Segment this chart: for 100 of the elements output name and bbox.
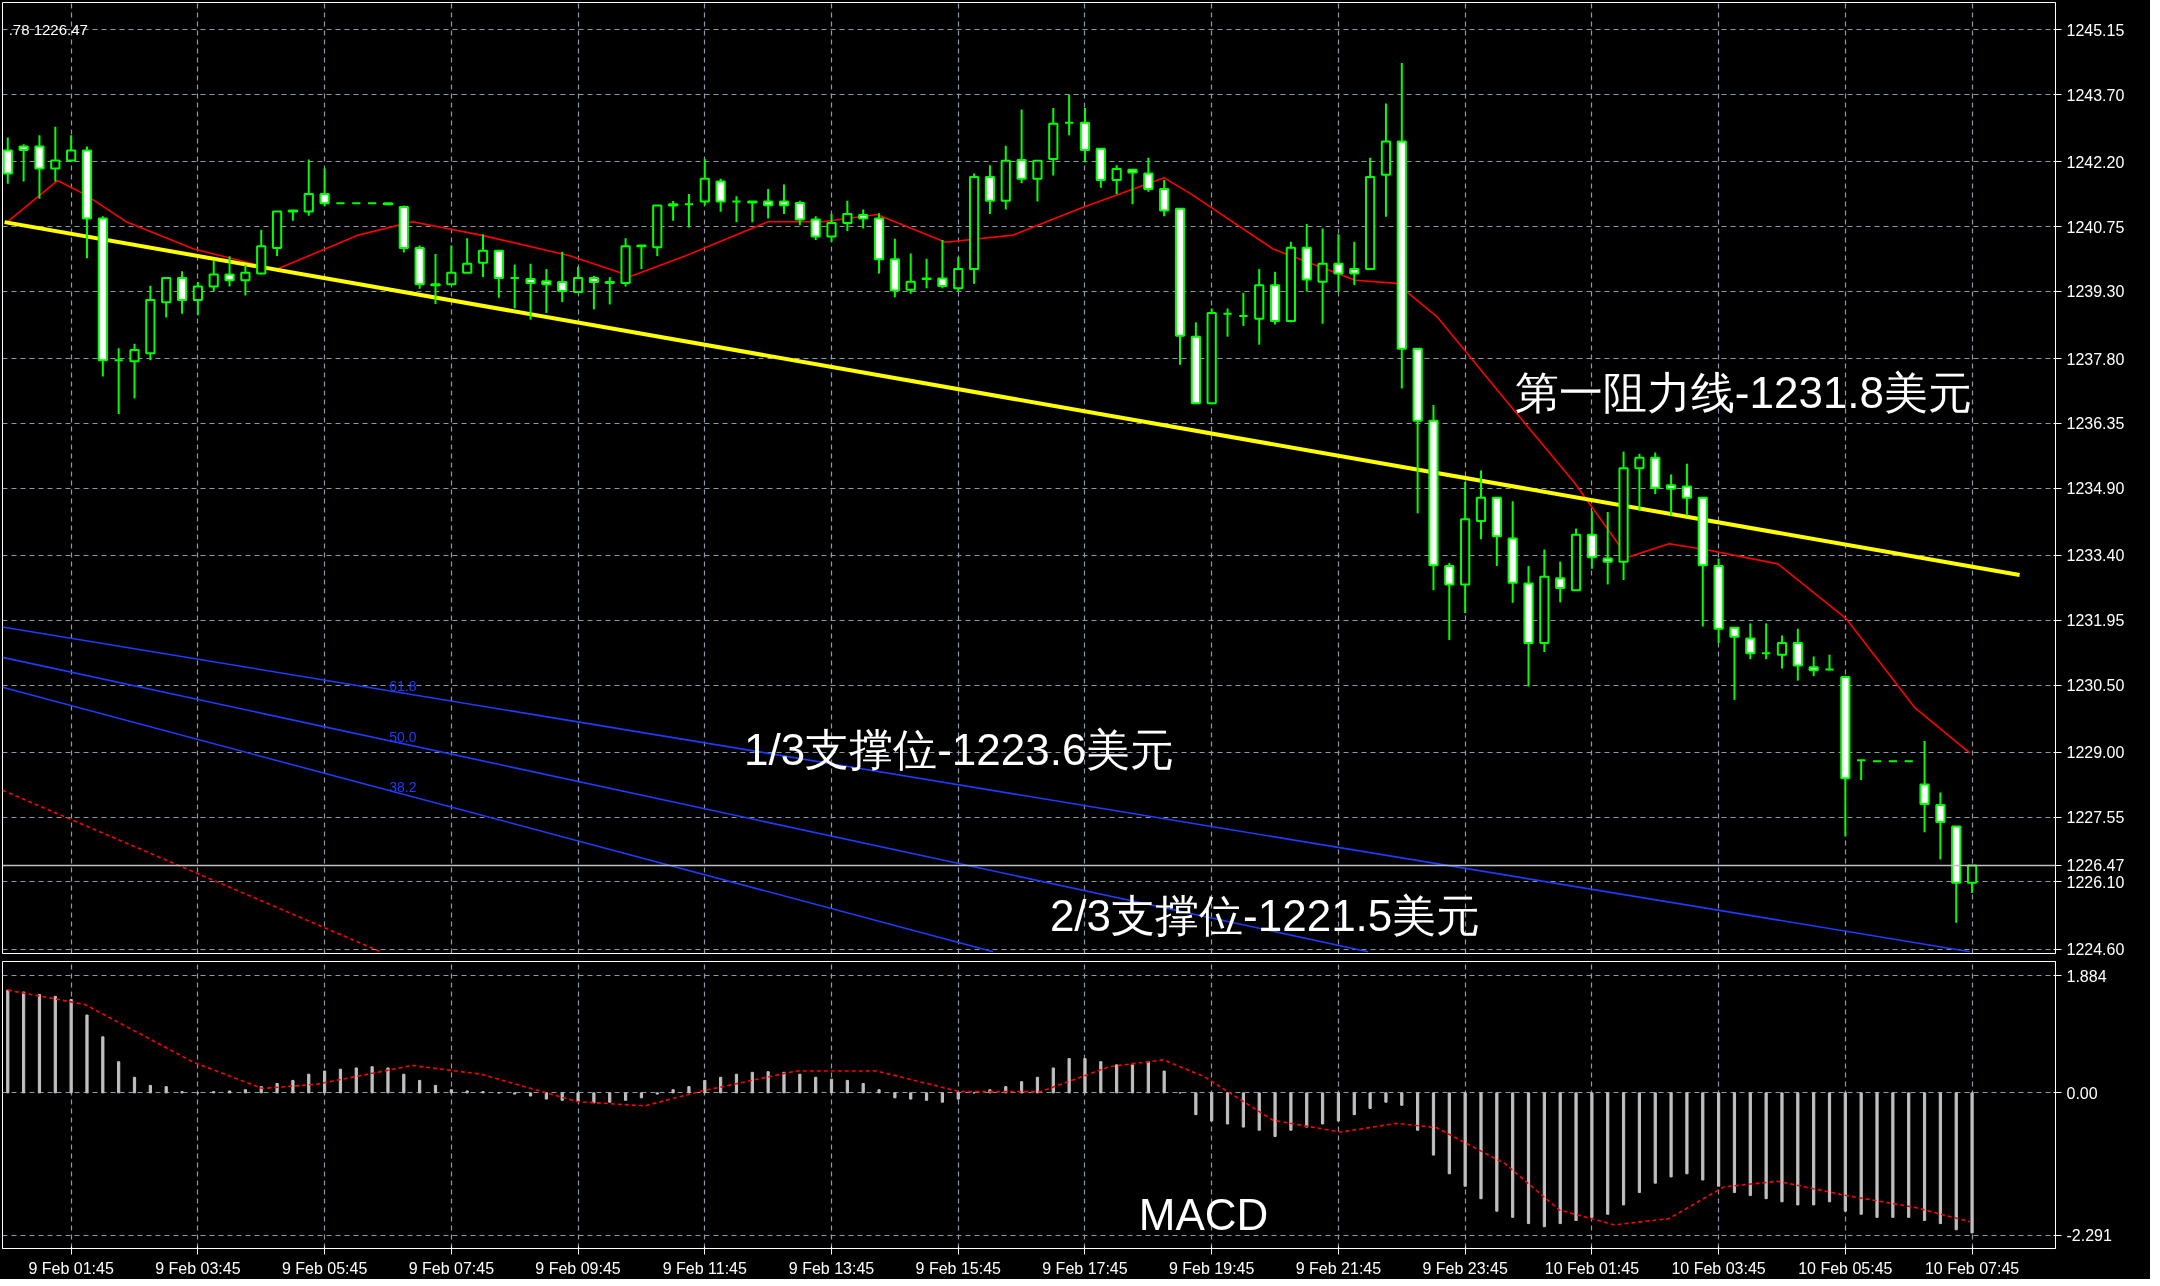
y-tick-label: 1.884 bbox=[2066, 967, 2107, 985]
bar bbox=[117, 1061, 121, 1094]
candlestick bbox=[192, 281, 203, 317]
candlestick bbox=[240, 263, 251, 297]
candlestick bbox=[953, 256, 964, 293]
bar bbox=[1130, 1064, 1135, 1094]
candlestick bbox=[1349, 240, 1360, 287]
x-tick-label: 9 Feb 13:45 bbox=[788, 1259, 875, 1277]
bar bbox=[1368, 1092, 1372, 1109]
bar bbox=[1416, 1092, 1420, 1131]
candlestick bbox=[1555, 560, 1566, 604]
bar bbox=[37, 994, 42, 1094]
bar bbox=[1051, 1067, 1055, 1094]
bar bbox=[1542, 1092, 1546, 1228]
candlestick bbox=[905, 252, 916, 295]
bar bbox=[1273, 1092, 1277, 1137]
bar bbox=[1305, 1092, 1309, 1128]
y-tick-label: 1236.35 bbox=[2066, 415, 2125, 433]
bar bbox=[1336, 1092, 1341, 1122]
candlestick bbox=[303, 158, 314, 217]
candlestick bbox=[1935, 791, 1946, 861]
candlestick bbox=[446, 244, 457, 286]
candlestick bbox=[715, 177, 726, 213]
bar bbox=[1463, 1092, 1467, 1187]
y-tick-label: 1231.95 bbox=[2066, 612, 2125, 630]
y-tick-label: 1242.20 bbox=[2066, 153, 2125, 171]
bar bbox=[1511, 1092, 1515, 1218]
bar bbox=[782, 1071, 786, 1094]
candlestick bbox=[1333, 233, 1344, 293]
y-tick-label: -2.291 bbox=[2066, 1227, 2112, 1245]
bar bbox=[1526, 1092, 1531, 1225]
y-tick-label: 1239.30 bbox=[2066, 283, 2125, 301]
bar bbox=[1875, 1092, 1879, 1218]
bar bbox=[1590, 1092, 1594, 1218]
candlestick bbox=[604, 276, 615, 306]
candlestick bbox=[794, 199, 805, 227]
candlestick bbox=[572, 265, 584, 293]
bar bbox=[1732, 1092, 1737, 1193]
bar bbox=[861, 1083, 865, 1094]
bar bbox=[1289, 1092, 1293, 1131]
bar bbox=[1162, 1070, 1166, 1094]
bar bbox=[148, 1084, 152, 1094]
bar bbox=[1717, 1092, 1721, 1187]
bar bbox=[1938, 1092, 1942, 1225]
bar bbox=[1384, 1092, 1388, 1103]
bar bbox=[85, 1014, 89, 1094]
candlestick bbox=[1317, 227, 1328, 325]
bar bbox=[69, 998, 73, 1094]
x-tick-label: 9 Feb 21:45 bbox=[1295, 1259, 1382, 1277]
bar bbox=[909, 1092, 913, 1100]
bar bbox=[1320, 1092, 1325, 1125]
x-tick-label: 10 Feb 05:45 bbox=[1798, 1259, 1893, 1277]
bar bbox=[6, 989, 10, 1094]
candlestick bbox=[66, 134, 77, 163]
x-tick-label: 9 Feb 17:45 bbox=[1042, 1259, 1128, 1277]
candlestick bbox=[984, 164, 996, 216]
y-tick-label: 1243.70 bbox=[2066, 86, 2125, 104]
bar bbox=[1257, 1092, 1261, 1131]
candlestick bbox=[1919, 740, 1930, 834]
bar bbox=[338, 1068, 343, 1094]
candlestick bbox=[34, 134, 45, 200]
candlestick bbox=[18, 143, 29, 183]
bar bbox=[1954, 1092, 1958, 1231]
ref-line-label: 1226.47 bbox=[2066, 857, 2125, 875]
x-tick-label: 10 Feb 01:45 bbox=[1544, 1259, 1640, 1277]
bar bbox=[528, 1092, 533, 1097]
bar bbox=[1796, 1092, 1800, 1206]
candlestick bbox=[430, 252, 441, 305]
bar bbox=[829, 1078, 834, 1094]
series-label: 50.0 bbox=[389, 728, 417, 745]
bar bbox=[1606, 1092, 1610, 1215]
y-tick-label: 1245.15 bbox=[2066, 21, 2125, 39]
bar bbox=[1574, 1092, 1578, 1221]
bar bbox=[623, 1092, 628, 1101]
candlestick bbox=[1745, 622, 1756, 661]
x-tick-label: 9 Feb 11:45 bbox=[662, 1259, 747, 1277]
bar bbox=[1495, 1092, 1499, 1212]
bar bbox=[1210, 1092, 1214, 1122]
bar bbox=[608, 1092, 612, 1103]
candlestick bbox=[1111, 164, 1122, 195]
bar bbox=[956, 1092, 960, 1100]
bar bbox=[1653, 1092, 1657, 1184]
bar bbox=[703, 1079, 707, 1094]
bar bbox=[1827, 1092, 1832, 1203]
bar bbox=[1701, 1092, 1705, 1181]
bar bbox=[1970, 1092, 1974, 1234]
candlestick bbox=[1475, 469, 1487, 541]
bar bbox=[1843, 1092, 1847, 1212]
candlestick bbox=[462, 237, 473, 274]
annotation: 第一阻力线-1231.8美元 bbox=[1514, 367, 1973, 417]
bar bbox=[1431, 1092, 1436, 1156]
bar bbox=[1400, 1092, 1404, 1106]
bar bbox=[1922, 1092, 1927, 1221]
candlestick bbox=[1776, 634, 1788, 670]
y-tick-label: 1224.60 bbox=[2066, 941, 2125, 959]
candlestick bbox=[937, 239, 948, 290]
bar bbox=[592, 1092, 596, 1104]
bar bbox=[1083, 1058, 1087, 1094]
y-tick-label: 1240.75 bbox=[2066, 218, 2125, 236]
candlestick bbox=[525, 262, 536, 321]
